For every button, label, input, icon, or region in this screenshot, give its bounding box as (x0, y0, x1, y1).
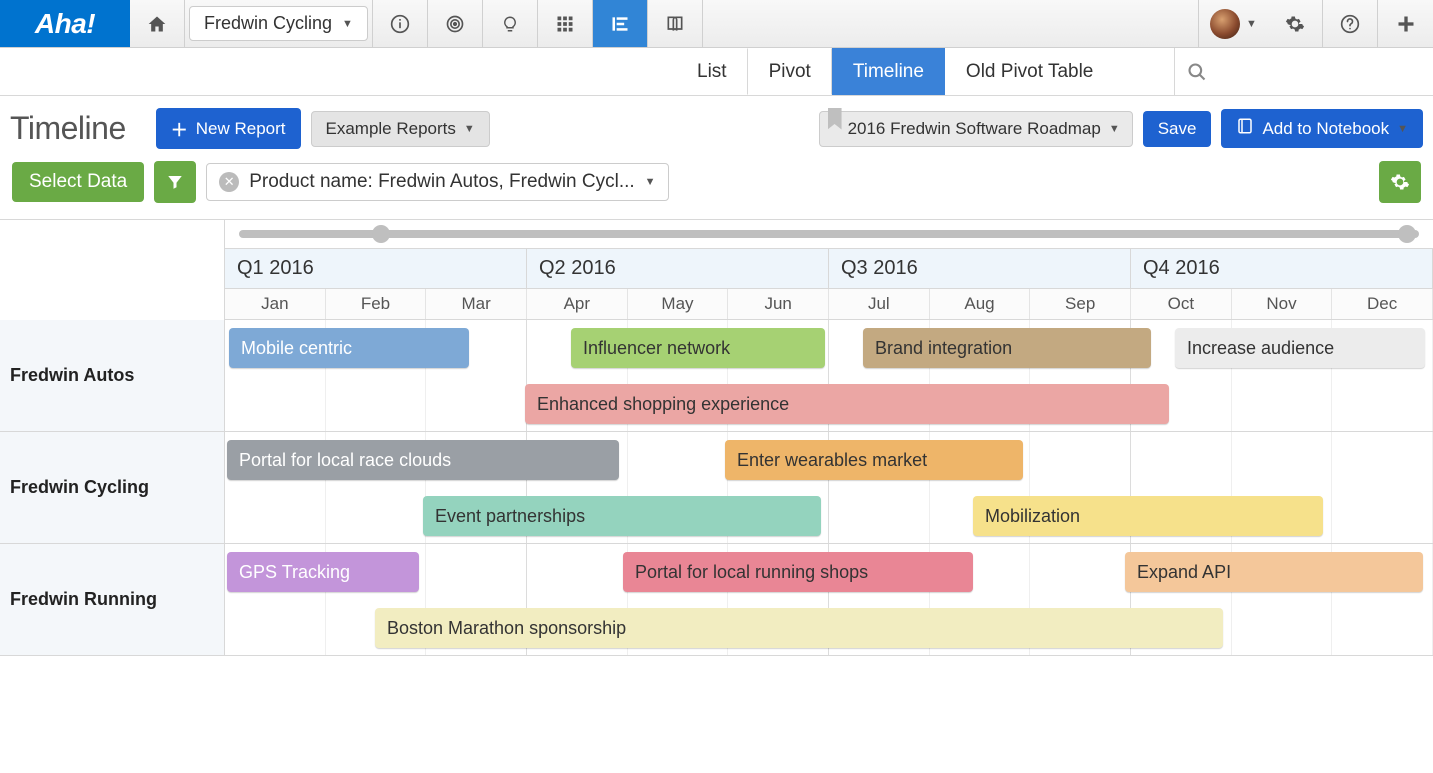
app-logo[interactable]: Aha! (0, 0, 130, 47)
quarter-header: Q1 2016 (225, 249, 527, 288)
save-label: Save (1158, 119, 1197, 139)
save-button[interactable]: Save (1143, 111, 1212, 147)
tab-list[interactable]: List (676, 48, 748, 95)
month-header: Dec (1332, 289, 1433, 319)
example-reports-label: Example Reports (326, 119, 456, 139)
timeline-bar[interactable]: GPS Tracking (227, 552, 419, 592)
timeline-row-label: Fredwin Autos (0, 320, 225, 432)
timeline-bar[interactable]: Brand integration (863, 328, 1151, 368)
new-report-button[interactable]: ＋ New Report (156, 108, 301, 149)
month-header: Nov (1232, 289, 1333, 319)
lightbulb-icon[interactable] (483, 0, 538, 47)
zoom-slider[interactable] (225, 220, 1433, 248)
notebook-icon[interactable] (648, 0, 703, 47)
timeline-bar[interactable]: Enhanced shopping experience (525, 384, 1169, 424)
add-to-notebook-label: Add to Notebook (1262, 119, 1389, 139)
page-title: Timeline (10, 110, 126, 147)
month-header: Jul (829, 289, 930, 319)
month-header: Jun (728, 289, 829, 319)
apps-icon[interactable] (538, 0, 593, 47)
slider-thumb-end[interactable] (1398, 225, 1416, 243)
timeline-bar[interactable]: Mobile centric (229, 328, 469, 368)
filter-icon[interactable] (154, 161, 196, 203)
timeline-bar[interactable]: Expand API (1125, 552, 1423, 592)
plus-icon[interactable] (1378, 0, 1433, 47)
chevron-down-icon: ▼ (1109, 123, 1120, 135)
tab-pivot[interactable]: Pivot (748, 48, 832, 95)
month-header: Jan (225, 289, 326, 319)
quarter-header: Q2 2016 (527, 249, 829, 288)
info-icon[interactable] (373, 0, 428, 47)
home-icon[interactable] (130, 0, 185, 47)
slider-thumb-start[interactable] (372, 225, 390, 243)
plus-icon: ＋ (171, 116, 188, 141)
chevron-down-icon: ▼ (464, 123, 475, 135)
target-icon[interactable] (428, 0, 483, 47)
reports-icon[interactable] (593, 0, 648, 47)
add-to-notebook-button[interactable]: Add to Notebook ▼ (1221, 109, 1423, 148)
timeline-bar[interactable]: Increase audience (1175, 328, 1425, 368)
timeline-bar[interactable]: Influencer network (571, 328, 825, 368)
filter-chip-product[interactable]: ✕ Product name: Fredwin Autos, Fredwin C… (206, 163, 668, 201)
avatar (1210, 9, 1240, 39)
gear-icon[interactable] (1268, 0, 1323, 47)
month-header: Apr (527, 289, 628, 319)
tab-old-pivot-table[interactable]: Old Pivot Table (945, 48, 1114, 95)
timeline-bar[interactable]: Mobilization (973, 496, 1323, 536)
month-header: Oct (1131, 289, 1232, 319)
month-header: Aug (930, 289, 1031, 319)
tab-timeline[interactable]: Timeline (832, 48, 945, 95)
current-report-label: 2016 Fredwin Software Roadmap (848, 119, 1101, 139)
product-selector[interactable]: Fredwin Cycling ▼ (185, 0, 373, 47)
new-report-label: New Report (196, 119, 286, 139)
chevron-down-icon: ▼ (342, 18, 353, 30)
select-data-button[interactable]: Select Data (12, 162, 144, 202)
timeline-bar[interactable]: Boston Marathon sponsorship (375, 608, 1223, 648)
timeline-bar[interactable]: Portal for local race clouds (227, 440, 619, 480)
month-header: Mar (426, 289, 527, 319)
current-report-selector[interactable]: 2016 Fredwin Software Roadmap ▼ (819, 111, 1133, 147)
timeline-row-label: Fredwin Cycling (0, 432, 225, 544)
user-menu[interactable]: ▼ (1198, 0, 1268, 47)
settings-gear-icon[interactable] (1379, 161, 1421, 203)
quarter-header: Q4 2016 (1131, 249, 1433, 288)
quarter-header: Q3 2016 (829, 249, 1131, 288)
example-reports-dropdown[interactable]: Example Reports ▼ (311, 111, 490, 147)
notebook-icon (1236, 117, 1254, 140)
filter-chip-label: Product name: Fredwin Autos, Fredwin Cyc… (249, 171, 634, 193)
timeline-bar[interactable]: Event partnerships (423, 496, 821, 536)
month-header: Feb (326, 289, 427, 319)
timeline-bar[interactable]: Portal for local running shops (623, 552, 973, 592)
month-header: May (628, 289, 729, 319)
search-icon[interactable] (1174, 48, 1264, 95)
help-icon[interactable] (1323, 0, 1378, 47)
chevron-down-icon: ▼ (1397, 123, 1408, 135)
timeline-bar[interactable]: Enter wearables market (725, 440, 1023, 480)
month-header: Sep (1030, 289, 1131, 319)
product-selector-label: Fredwin Cycling (204, 13, 332, 34)
chevron-down-icon: ▼ (1246, 18, 1257, 30)
chevron-down-icon: ▼ (645, 176, 656, 188)
close-icon[interactable]: ✕ (219, 172, 239, 192)
timeline-row-label: Fredwin Running (0, 544, 225, 656)
select-data-label: Select Data (29, 171, 127, 193)
